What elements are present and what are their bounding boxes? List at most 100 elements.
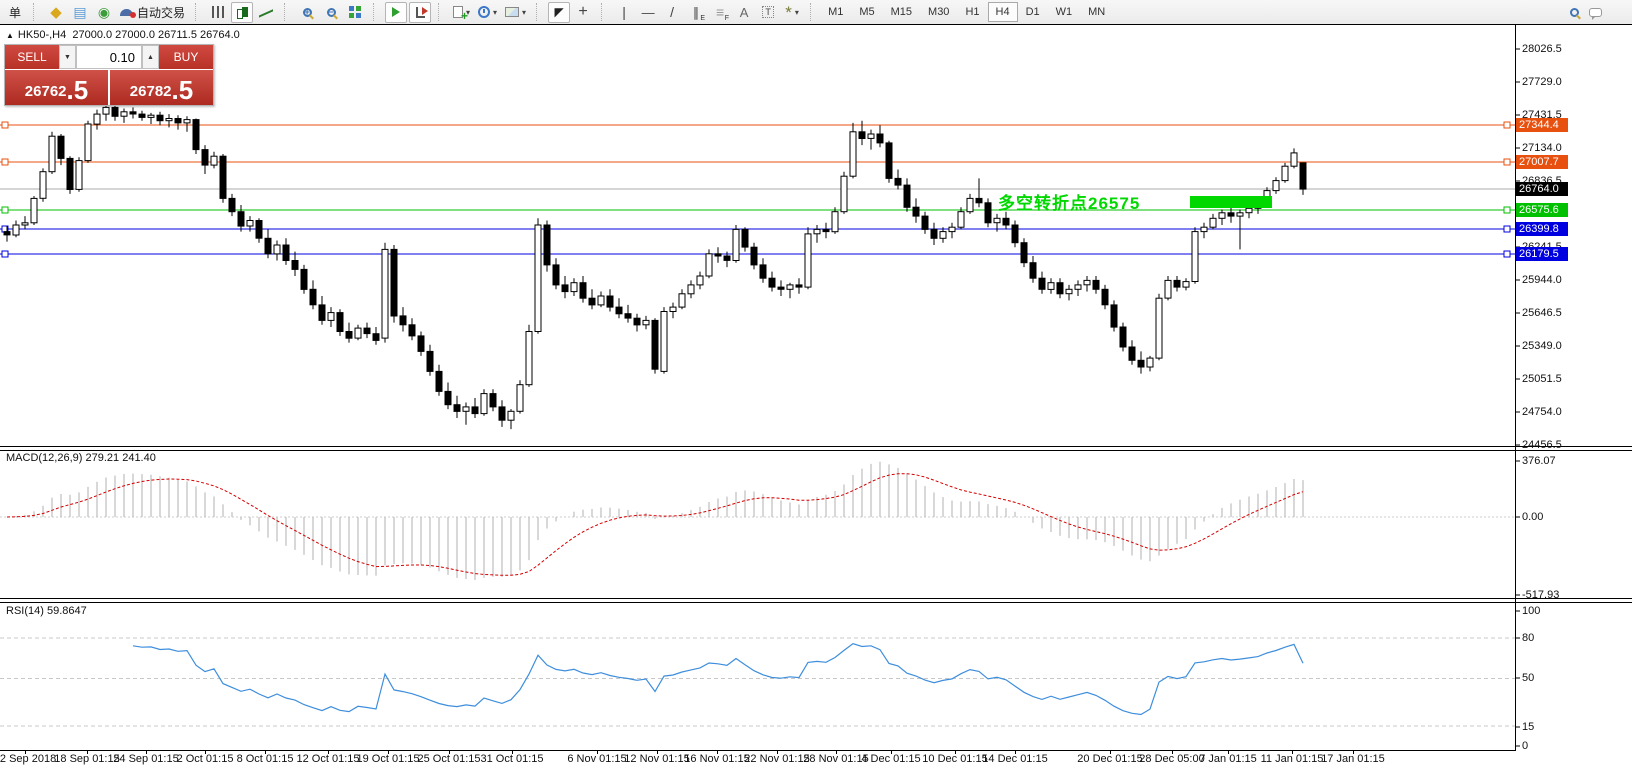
zoom-in-button-sign: + <box>304 6 310 17</box>
bar-chart-button[interactable] <box>207 2 229 23</box>
crosshair-button[interactable]: + <box>572 2 594 23</box>
time-tick-label: 31 Oct 01:15 <box>480 753 544 765</box>
sell-price-frac: .5 <box>66 75 89 105</box>
periods-icon <box>478 6 491 18</box>
arrows-button-dropdown-arrow[interactable]: ▾ <box>794 7 799 17</box>
text-button[interactable]: A <box>733 2 755 23</box>
price-level-badge: 27344.4 <box>1516 118 1568 132</box>
rsi-value: 59.8647 <box>46 605 87 617</box>
price-tick-label: 25349.0 <box>1522 340 1562 352</box>
rsi-panel-separator[interactable] <box>0 598 1632 599</box>
time-tick <box>265 750 266 754</box>
timeframe-button-mn[interactable]: MN <box>1088 6 1106 18</box>
symbol-ohlc-header: ▲ HK50-,H4 27000.0 27000.0 26711.5 26764.… <box>6 29 240 41</box>
timeframe-button-h1[interactable]: H1 <box>965 6 980 18</box>
collapse-panel-arrow[interactable]: ▲ <box>6 31 14 40</box>
market-orders-icon-icon: ◆ <box>50 3 62 21</box>
buy-price-button[interactable]: 26782.5 <box>110 70 213 105</box>
time-tick-label: 22 Nov 01:15 <box>744 753 810 765</box>
volume-input[interactable]: 0.10 <box>76 45 142 69</box>
time-tick <box>836 750 837 754</box>
autotrading-button[interactable]: 自动交易 <box>117 2 188 23</box>
auto-scroll-button[interactable] <box>385 1 408 23</box>
toolbar-group-separator <box>33 3 40 21</box>
market-orders-icon[interactable]: ◆ <box>45 2 67 23</box>
time-tick-label: 20 Dec 01:15 <box>1077 753 1143 765</box>
periods-button-dropdown-arrow[interactable]: ▾ <box>493 7 498 17</box>
time-tick <box>657 750 658 754</box>
fibonacci-button[interactable]: ≡ F <box>709 2 731 23</box>
macd-panel-separator[interactable] <box>0 446 1632 447</box>
time-tick-label: 8 Oct 01:15 <box>236 753 294 765</box>
zoom-out-icon: − <box>326 6 336 17</box>
time-tick <box>1292 750 1293 754</box>
crosshair-icon: + <box>578 3 588 20</box>
signals-icon[interactable]: ◉ <box>93 2 115 23</box>
new-chart-icon <box>453 6 468 23</box>
text-label-icon: T <box>762 6 775 18</box>
text-label-button[interactable]: T <box>757 2 779 23</box>
timeframe-button-m5[interactable]: M5 <box>859 6 875 18</box>
new-order-button[interactable]: 单 <box>4 2 26 23</box>
timeframe-button-h4[interactable]: H4 <box>987 2 1018 22</box>
trendline-button[interactable]: / <box>661 2 683 23</box>
time-tick-label: 7 Jan 01:15 <box>1199 753 1257 765</box>
price-level-badge: 26179.5 <box>1516 247 1568 261</box>
turning-point-highlight-rect[interactable] <box>1190 196 1272 208</box>
new-chart-button-dropdown-arrow[interactable]: ▾ <box>466 7 471 17</box>
cursor-button[interactable]: ◤ <box>548 1 571 23</box>
time-tick-label: 19 Oct 01:15 <box>356 753 420 765</box>
sell-button[interactable]: SELL <box>5 45 59 69</box>
autotrading-icon <box>120 8 136 18</box>
ohlc-high: 27000.0 <box>115 29 155 41</box>
price-axis-border <box>1515 25 1516 751</box>
timeframe-button-w1[interactable]: W1 <box>1055 6 1073 18</box>
tile-windows-button[interactable] <box>344 2 366 23</box>
time-tick <box>777 750 778 754</box>
time-tick-label: 6 Nov 01:15 <box>567 753 627 765</box>
arrows-button[interactable]: * ▾ <box>781 2 803 23</box>
buy-price-frac: .5 <box>171 75 194 105</box>
time-tick <box>328 750 329 754</box>
toolbar-group-separator <box>601 3 608 21</box>
publish-chart-icon[interactable]: ▤ <box>69 2 91 23</box>
time-tick <box>25 750 26 754</box>
sell-price-button[interactable]: 26762.5 <box>5 70 108 105</box>
time-tick-label: 12 Oct 01:15 <box>296 753 360 765</box>
equidistant-channel-button[interactable]: ∥ E <box>685 2 707 23</box>
time-tick <box>146 750 147 754</box>
rsi-tick-label: 50 <box>1522 672 1535 684</box>
macd-main-value: 279.21 <box>85 452 120 464</box>
zoom-out-button-sign: − <box>328 6 334 17</box>
vertical-line-icon: | <box>622 4 626 20</box>
timeframe-button-m15[interactable]: M15 <box>890 6 913 18</box>
templates-button-dropdown-arrow[interactable]: ▾ <box>522 7 527 17</box>
symbol-period-label: HK50-,H4 <box>17 29 67 41</box>
equidistant-channel-button-sub-letter: E <box>700 14 706 22</box>
timeframe-button-m1[interactable]: M1 <box>828 6 844 18</box>
candlestick-chart-button[interactable] <box>231 1 254 23</box>
search-icon[interactable] <box>1570 7 1579 17</box>
zoom-in-button[interactable]: + <box>296 2 318 23</box>
vertical-line-button[interactable]: | <box>613 2 635 23</box>
time-tick <box>205 750 206 754</box>
timeframe-button-d1[interactable]: D1 <box>1025 6 1040 18</box>
volume-decrease-button[interactable]: ▼ <box>59 45 76 69</box>
timeframe-button-m30[interactable]: M30 <box>928 6 950 18</box>
horizontal-line-button[interactable]: — <box>637 2 659 23</box>
volume-increase-button[interactable]: ▲ <box>142 45 159 69</box>
fibonacci-button-sub-letter: F <box>724 14 730 22</box>
buy-button[interactable]: BUY <box>159 45 213 69</box>
price-tick-label: 25944.0 <box>1522 274 1562 286</box>
autotrading-button-label: 自动交易 <box>137 5 186 20</box>
chat-icon[interactable] <box>1589 7 1602 20</box>
chart-shift-button[interactable] <box>409 1 432 23</box>
turning-point-annotation[interactable]: 多空转折点26575 <box>998 194 1141 213</box>
templates-button[interactable]: ▾ <box>502 2 529 23</box>
ohlc-open: 27000.0 <box>72 29 113 41</box>
fibonacci-icon: ≡ <box>715 4 725 20</box>
periods-button[interactable]: ▾ <box>475 2 500 23</box>
new-chart-button[interactable]: ▾ <box>450 2 473 23</box>
zoom-out-button[interactable]: − <box>320 2 342 23</box>
